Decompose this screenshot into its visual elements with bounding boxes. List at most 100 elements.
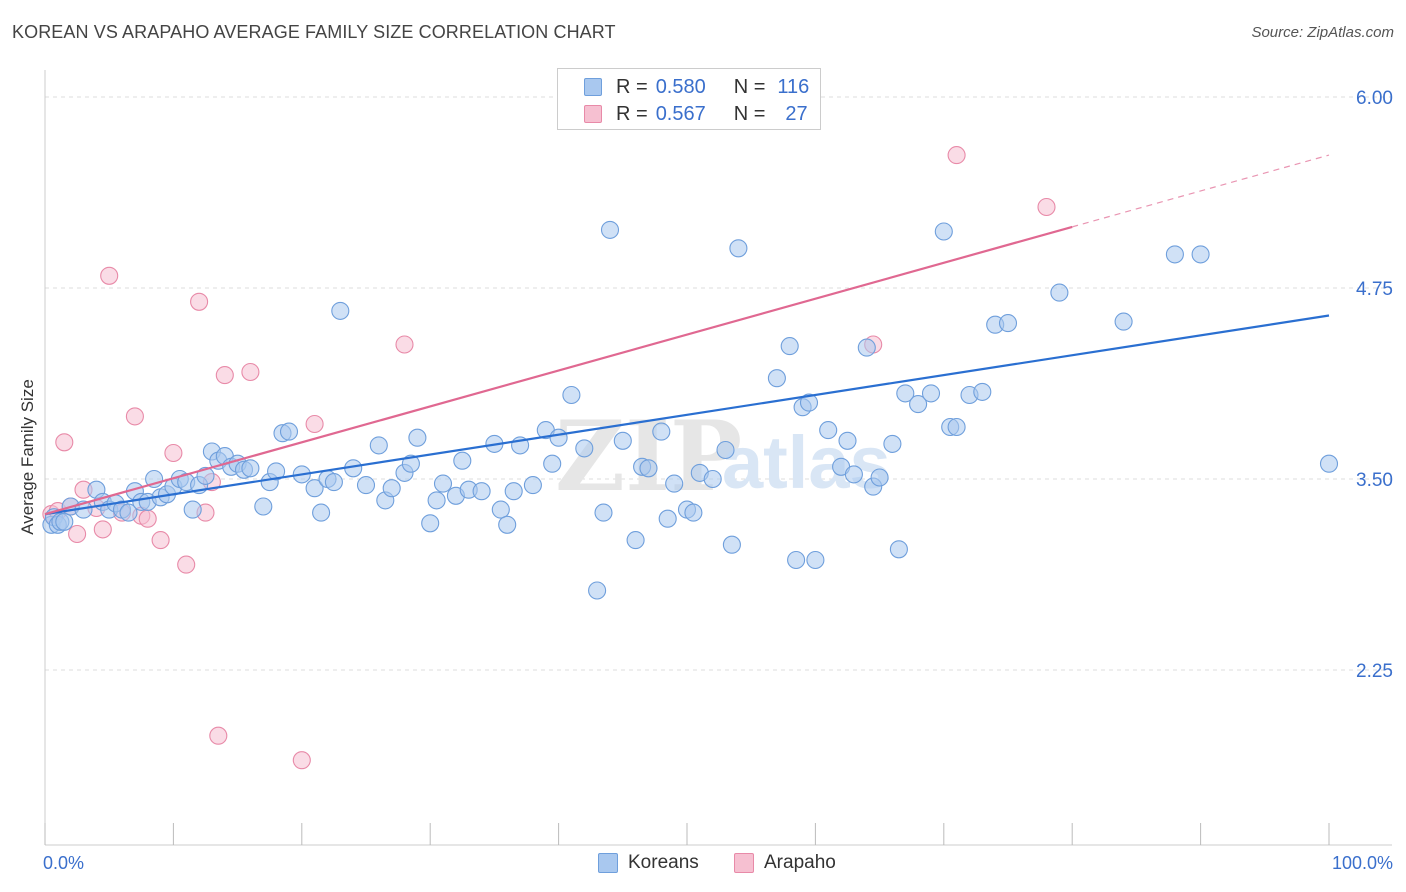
korean-point [722, 535, 741, 554]
arapaho-point [1037, 197, 1056, 217]
korean-point [254, 497, 273, 516]
watermark-atlas: atlas [722, 421, 891, 504]
y-tick-label: 3.50 [1356, 470, 1393, 491]
korean-point [1114, 312, 1133, 331]
legend-n-value: 27 [785, 102, 808, 125]
y-tick-label: 4.75 [1356, 279, 1393, 300]
arapaho-point [125, 407, 144, 426]
korean-point [356, 476, 376, 495]
arapaho-legend-label: Arapaho [764, 852, 836, 873]
koreans-legend-label: Koreans [628, 852, 699, 873]
korean-point [799, 393, 819, 412]
arapaho-point [68, 524, 87, 544]
arapaho-point [292, 751, 311, 770]
korean-point [408, 428, 427, 447]
legend-n-label: N = [733, 102, 766, 125]
korean-point [549, 428, 568, 447]
korean-point [331, 301, 350, 320]
korean-point [1319, 454, 1339, 473]
korean-point [870, 468, 889, 487]
korean-point [401, 454, 420, 473]
koreans-legend-swatch [598, 853, 618, 873]
korean-point [767, 369, 786, 388]
korean-point [498, 515, 517, 534]
korean-point [998, 314, 1018, 333]
arapaho-point [209, 726, 228, 745]
korean-point [889, 540, 908, 559]
arapaho-legend-swatch [734, 853, 754, 873]
arapaho-swatch [584, 105, 602, 123]
korean-point [433, 474, 453, 493]
legend-r-label: R = [616, 75, 648, 98]
y-tick-label: 2.25 [1356, 661, 1393, 682]
korean-point [279, 422, 299, 441]
korean-point [729, 239, 748, 258]
korean-point [241, 459, 260, 478]
korean-point [658, 509, 677, 528]
arapaho-trend-line [44, 225, 1073, 516]
korean-point [787, 550, 806, 570]
series-legend: Koreans Arapaho [0, 852, 1406, 878]
arapaho-trend-extension [1072, 154, 1330, 228]
korean-point [575, 439, 594, 458]
korean-point [267, 462, 286, 481]
korean-point [1165, 245, 1184, 264]
korean-point [806, 550, 825, 570]
chart-title: KOREAN VS ARAPAHO AVERAGE FAMILY SIZE CO… [12, 22, 616, 42]
korean-point [183, 500, 202, 519]
arapaho-point [93, 520, 112, 539]
legend-r-value: 0.580 [655, 75, 706, 98]
korean-point [703, 469, 722, 489]
korean-point [562, 385, 581, 405]
korean-point [196, 466, 215, 485]
korean-point [491, 500, 510, 519]
legend-item-koreans[interactable]: Koreans [598, 852, 699, 874]
arapaho-point [55, 433, 74, 452]
arapaho-point [177, 555, 196, 574]
x-tick-label: 0.0% [43, 853, 84, 873]
legend-row-arapaho: R = 0.567 N = 27 [584, 102, 808, 126]
korean-point [324, 473, 343, 492]
arapaho-point [151, 531, 170, 550]
korean-point [947, 417, 966, 437]
koreans-trend-line [44, 314, 1330, 516]
korean-point [312, 503, 331, 522]
korean-point [896, 384, 915, 403]
korean-point [665, 474, 684, 493]
korean-point [427, 491, 446, 510]
legend-r-label: R = [616, 102, 648, 125]
legend-n-value: 116 [777, 75, 810, 98]
arapaho-point [138, 509, 157, 528]
korean-point [652, 422, 671, 441]
korean-point [626, 531, 645, 550]
korean-point [844, 465, 863, 484]
korean-point [523, 476, 542, 495]
korean-point [1191, 245, 1210, 264]
arapaho-point [164, 443, 183, 463]
koreans-swatch [584, 78, 602, 96]
korean-point [504, 482, 523, 501]
korean-point [421, 514, 440, 533]
arapaho-point [190, 292, 209, 311]
arapaho-point [305, 414, 324, 434]
korean-point [594, 503, 613, 522]
korean-point [909, 395, 928, 414]
x-tick-label: 100.0% [1332, 853, 1393, 873]
legend-row-koreans: R = 0.580 N = 116 [584, 75, 809, 99]
korean-point [934, 222, 953, 241]
korean-point [382, 479, 401, 498]
legend-item-arapaho[interactable]: Arapaho [734, 852, 836, 874]
arapaho-point [215, 366, 234, 385]
arapaho-point [947, 146, 966, 165]
korean-point [780, 337, 799, 356]
korean-point [1050, 283, 1069, 302]
korean-point [973, 382, 992, 401]
korean-point [55, 512, 74, 531]
korean-point [543, 454, 562, 473]
korean-point [857, 338, 876, 357]
korean-point [921, 384, 941, 403]
arapaho-point [395, 335, 414, 354]
korean-point [613, 431, 632, 450]
korean-point [305, 479, 324, 498]
